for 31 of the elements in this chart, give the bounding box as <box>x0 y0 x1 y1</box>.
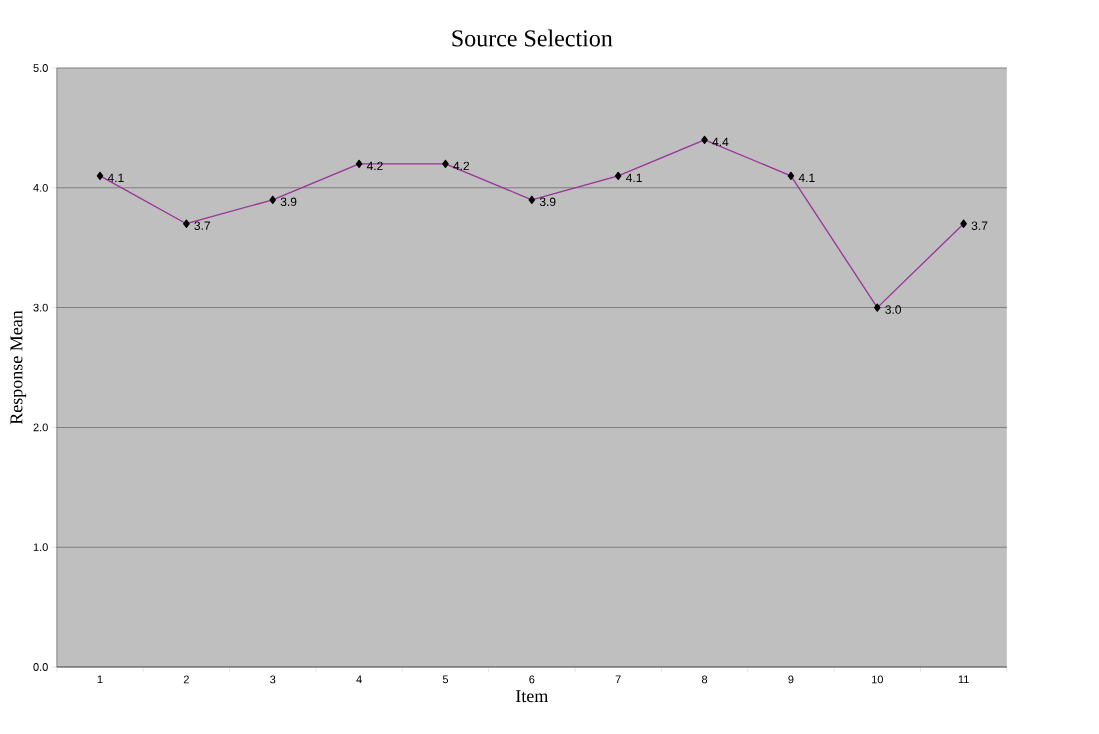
y-tick-label: 1.0 <box>33 543 48 552</box>
data-label: 4.2 <box>366 161 383 171</box>
x-tick-label: 5 <box>442 675 449 684</box>
chart-title: Source Selection <box>452 29 613 47</box>
x-tick-label: 9 <box>788 675 794 684</box>
data-label: 3.0 <box>885 305 902 314</box>
x-tick-label: 3 <box>270 675 276 684</box>
x-tick-label: 2 <box>183 675 189 684</box>
x-tick-label: 4 <box>356 675 362 684</box>
x-tick-label: 7 <box>615 675 621 684</box>
y-axis-title: Response Mean <box>10 310 27 425</box>
data-label: 3.9 <box>280 197 297 207</box>
data-label: 3.9 <box>539 197 556 207</box>
x-tick-label: 6 <box>529 675 535 684</box>
data-label: 4.1 <box>798 173 815 182</box>
y-tick-label: 3.0 <box>33 303 48 312</box>
y-tick-label: 5.0 <box>33 64 48 72</box>
data-label: 4.1 <box>107 173 124 182</box>
data-label: 3.7 <box>194 221 210 230</box>
x-axis-title: Item <box>515 690 549 703</box>
x-tick-label: 8 <box>701 675 708 684</box>
data-label: 3.7 <box>971 221 988 230</box>
y-tick-label: 2.0 <box>33 423 48 432</box>
data-label: 4.1 <box>626 173 642 182</box>
y-tick-label: 0.0 <box>33 663 48 671</box>
data-label: 4.4 <box>712 137 729 146</box>
x-tick-label: 10 <box>872 675 883 684</box>
x-tick-label: 11 <box>958 675 969 684</box>
y-tick-label: 4.0 <box>33 183 48 192</box>
x-tick-label: 1 <box>97 675 103 684</box>
data-label: 4.2 <box>453 161 470 171</box>
